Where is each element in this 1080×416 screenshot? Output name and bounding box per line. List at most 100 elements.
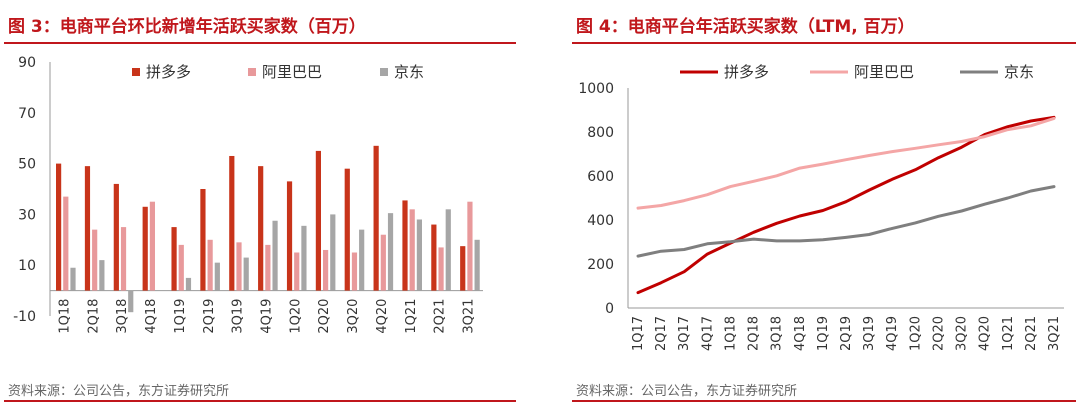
right-figure-panel: 图 4：电商平台年活跃买家数（LTM, 百万） 0 200 400 600 800 100… — [568, 0, 1080, 416]
left-figure-title: 图 3：电商平台环比新增年活跃买家数（百万） — [8, 17, 366, 37]
x-tick-label: 2Q21 — [433, 299, 448, 334]
series-line-jd — [636, 185, 1056, 258]
x-tick-label: 1Q21 — [404, 299, 419, 334]
bar-alibaba-1Q20 — [294, 252, 300, 291]
series-line-alibaba — [636, 116, 1056, 210]
bar-jd-3Q18 — [128, 290, 134, 313]
x-tick-label: 3Q18 — [115, 299, 130, 334]
line-chart: 0 200 400 600 800 1000 1Q17 2Q17 3Q17 4Q17 1Q18 2Q1… — [578, 63, 1064, 351]
bar-jd-2Q21 — [445, 209, 451, 291]
legend-label-1: 阿里巴巴 — [854, 63, 914, 81]
bar-alibaba-2Q20 — [323, 249, 329, 291]
bar-alibaba-1Q18 — [63, 196, 69, 291]
left-bottom-rule — [4, 400, 516, 402]
x-tick-label: 2Q20 — [317, 299, 332, 334]
x-tick-label: 3Q21 — [1047, 316, 1062, 351]
legend-swatch-0 — [132, 68, 140, 76]
x-tick-label: 1Q21 — [1001, 316, 1016, 351]
y-tick-label: 70 — [18, 106, 36, 122]
bar-alibaba-2Q21 — [438, 247, 444, 291]
bar-jd-4Q20 — [387, 213, 394, 291]
bar-pdd-4Q20 — [373, 145, 379, 291]
x-tick-label: 3Q20 — [955, 316, 970, 351]
legend-label-2: 京东 — [394, 63, 424, 81]
bar-pdd-2Q20 — [315, 150, 321, 291]
right-bottom-rule — [572, 400, 1076, 402]
x-tick-label: 3Q19 — [862, 316, 877, 351]
legend-label-1: 阿里巴巴 — [262, 63, 322, 81]
bar-pdd-4Q18 — [142, 206, 148, 291]
legend-label-0: 拼多多 — [146, 63, 191, 81]
left-title-rule — [4, 42, 516, 44]
bar-pdd-2Q19 — [200, 189, 206, 291]
y-tick-label: 10 — [18, 258, 36, 274]
bar-alibaba-2Q18 — [92, 229, 98, 291]
bar-pdd-1Q20 — [286, 181, 293, 291]
bar-alibaba-1Q19 — [178, 244, 184, 291]
x-tick-label: 3Q19 — [231, 299, 246, 334]
legend-swatch-1 — [248, 68, 256, 76]
legend-label-0: 拼多多 — [724, 63, 769, 81]
bar-alibaba-3Q18 — [120, 227, 127, 291]
x-tick-label: 1Q19 — [816, 316, 831, 351]
y-tick-label: 600 — [587, 169, 614, 185]
legend-swatch-2 — [380, 68, 388, 76]
x-tick-label: 2Q19 — [202, 299, 217, 334]
bar-pdd-2Q18 — [84, 166, 91, 291]
bar-alibaba-4Q20 — [380, 234, 386, 291]
y-tick-label: 1000 — [578, 81, 614, 97]
bar-jd-3Q19 — [243, 257, 249, 291]
x-tick-label: 2Q19 — [839, 316, 854, 351]
bar-jd-2Q19 — [214, 262, 220, 291]
x-tick-label: 4Q17 — [700, 316, 715, 351]
x-tick-label: 2Q20 — [931, 316, 946, 351]
x-tick-label: 2Q18 — [747, 316, 762, 351]
bar-chart: -10 10 30 50 70 90 1Q18 2Q18 3Q18 4Q18 1Q19 2Q19 3Q1… — [13, 55, 483, 334]
bar-pdd-3Q18 — [113, 183, 119, 291]
x-tick-label: 3Q20 — [346, 299, 361, 334]
x-tick-label: 3Q17 — [677, 316, 692, 351]
x-tick-label: 2Q17 — [654, 316, 669, 351]
y-tick-label: 0 — [605, 301, 614, 317]
bar-jd-1Q18 — [70, 267, 76, 291]
bar-jd-1Q21 — [416, 219, 422, 291]
y-tick-label: 400 — [587, 213, 614, 229]
x-tick-label: 3Q18 — [770, 316, 785, 351]
right-title-rule — [572, 42, 1076, 44]
bar-pdd-3Q21 — [460, 246, 466, 291]
bar-jd-2Q18 — [99, 260, 105, 291]
bar-pdd-2Q21 — [431, 224, 437, 291]
x-tick-label: 4Q20 — [375, 299, 390, 334]
bar-alibaba-3Q20 — [351, 252, 358, 291]
left-figure-panel: 图 3：电商平台环比新增年活跃买家数（百万） -10 10 30 50 70 90 1Q18… — [0, 0, 520, 416]
bar-jd-1Q19 — [185, 277, 192, 291]
y-tick-label: 50 — [18, 157, 36, 173]
bar-pdd-1Q19 — [171, 227, 177, 291]
series-line-pdd — [636, 115, 1056, 295]
right-source-note: 资料来源：公司公告，东方证券研究所 — [576, 384, 798, 399]
bar-alibaba-1Q21 — [409, 209, 415, 291]
x-tick-label: 1Q18 — [723, 316, 738, 351]
x-tick-label: 1Q17 — [631, 316, 646, 351]
bar-pdd-4Q19 — [258, 166, 264, 291]
x-tick-label: 4Q18 — [793, 316, 808, 351]
bar-jd-4Q19 — [272, 220, 278, 291]
bar-alibaba-4Q18 — [149, 201, 155, 291]
x-tick-label: 4Q18 — [144, 299, 159, 334]
bar-alibaba-3Q19 — [236, 242, 242, 291]
legend-label-2: 京东 — [1004, 63, 1034, 81]
y-tick-label: 90 — [18, 55, 36, 71]
bar-alibaba-4Q19 — [265, 244, 271, 291]
x-tick-label: 4Q19 — [885, 316, 900, 351]
bar-pdd-1Q21 — [402, 200, 408, 291]
x-tick-label: 3Q21 — [462, 299, 477, 334]
bar-pdd-3Q20 — [344, 168, 350, 291]
y-tick-label: 800 — [587, 125, 614, 141]
x-tick-label: 1Q18 — [57, 299, 72, 334]
bar-alibaba-2Q19 — [207, 239, 213, 291]
x-tick-label: 1Q19 — [173, 299, 188, 334]
x-tick-label: 1Q20 — [908, 316, 923, 351]
right-figure-title: 图 4：电商平台年活跃买家数（LTM, 百万） — [576, 17, 915, 37]
bar-pdd-1Q18 — [56, 163, 62, 291]
x-tick-label: 4Q19 — [260, 299, 275, 334]
